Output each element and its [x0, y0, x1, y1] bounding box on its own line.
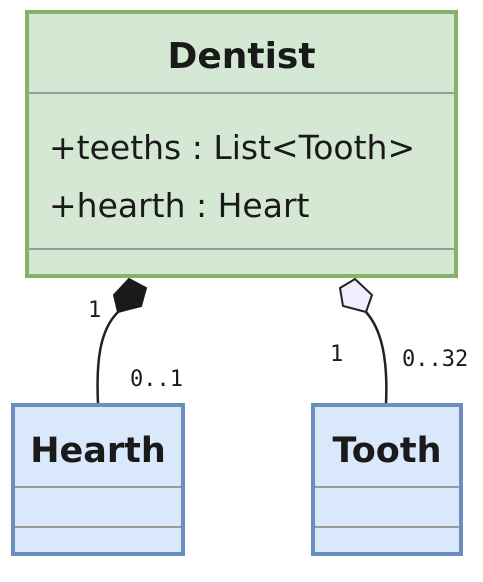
class-dentist-attribute-hearth: +hearth : Heart	[49, 186, 310, 225]
class-hearth-header-separator	[15, 486, 181, 488]
aggregation-diamond	[338, 277, 374, 314]
class-hearth-method-separator	[15, 526, 181, 528]
composition-source-multiplicity: 1	[88, 298, 102, 323]
class-hearth[interactable]: Hearth	[11, 403, 185, 556]
class-tooth-method-separator	[315, 526, 459, 528]
composition-diamond	[112, 277, 148, 314]
class-dentist-name: Dentist	[167, 36, 316, 77]
class-dentist-attribute-teeths: +teeths : List<Tooth>	[49, 128, 416, 167]
aggregation-target-multiplicity: 0..32	[402, 347, 469, 372]
class-hearth-name: Hearth	[30, 431, 166, 471]
class-dentist[interactable]: Dentist +teeths : List<Tooth> +hearth : …	[25, 10, 458, 278]
class-tooth-header-separator	[315, 486, 459, 488]
aggregation-edge	[365, 311, 388, 405]
class-dentist-method-separator	[29, 248, 454, 250]
aggregation-source-multiplicity: 1	[330, 342, 344, 367]
class-tooth[interactable]: Tooth	[311, 403, 463, 556]
composition-edge	[96, 311, 119, 405]
class-tooth-name: Tooth	[332, 431, 442, 471]
class-dentist-header-separator	[29, 92, 454, 94]
composition-target-multiplicity: 0..1	[130, 367, 183, 392]
